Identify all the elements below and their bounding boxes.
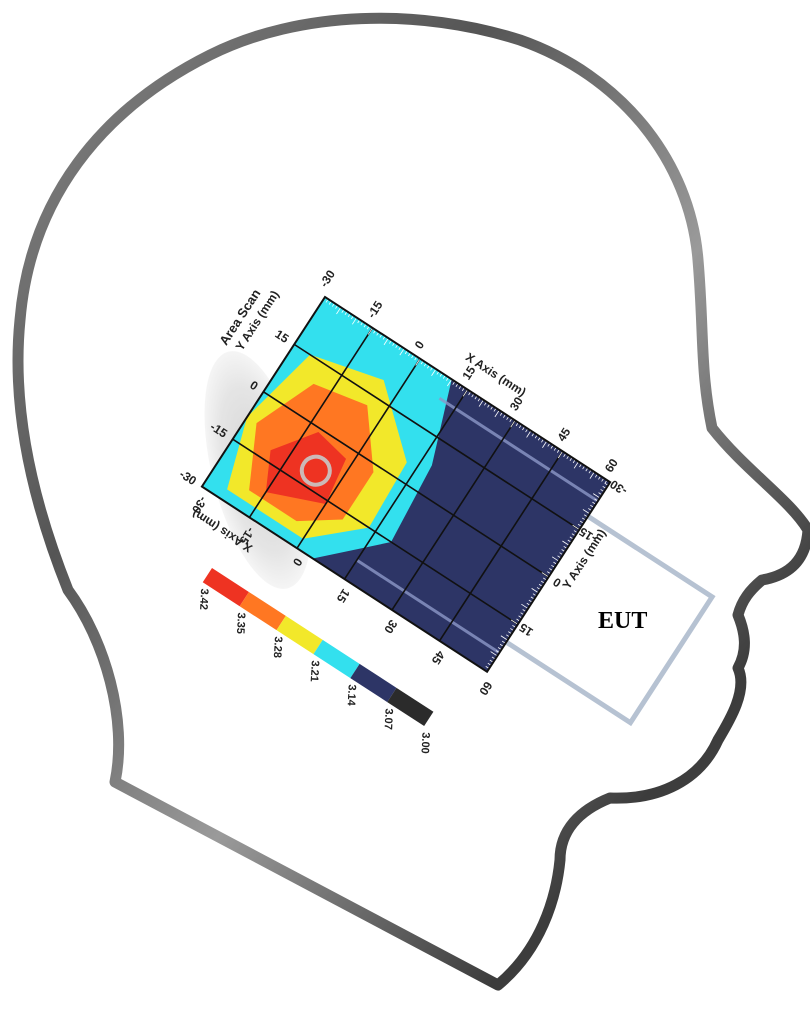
colorbar-value-label: 3.28	[271, 636, 284, 658]
colorbar-segment	[313, 639, 360, 679]
tick-minor-right	[531, 588, 539, 594]
tick-minor-top	[478, 399, 484, 407]
grid-layer	[232, 327, 580, 642]
colorbar-segment	[387, 687, 434, 727]
tick-minor-top	[415, 358, 421, 366]
tick-minor-right	[582, 509, 590, 515]
colorbar-value-label: 3.00	[418, 732, 431, 754]
contour-layer	[201, 297, 599, 655]
tick-minor-top	[399, 348, 405, 356]
tick-minor-top	[447, 379, 453, 387]
colorbar-value-label: 3.42	[197, 588, 210, 610]
colorbar-value-label: 3.07	[382, 708, 395, 730]
peak-marker	[299, 454, 332, 487]
tick-minor-top	[351, 317, 358, 325]
tick-minor-top	[367, 327, 373, 335]
tick-minor-right	[521, 603, 529, 609]
tick-minor-right	[500, 635, 508, 641]
colorbar: 3.42 3.35 3.28 3.21 3.14 3.07 3.00	[197, 568, 434, 754]
tick-minor-right	[592, 493, 601, 499]
eut-label: EUT	[598, 608, 647, 634]
highlight-streak	[355, 558, 501, 655]
colorbar-segment	[350, 663, 397, 703]
tick-minor-right	[510, 619, 519, 625]
tick-minor-top	[589, 471, 595, 479]
tick-minor-right	[490, 651, 498, 657]
tick-minor-right	[541, 572, 549, 578]
tick-minor-top	[336, 307, 342, 315]
colorbar-segment	[239, 591, 286, 631]
grid-line-horizontal	[293, 343, 580, 531]
tick-minor-right	[551, 556, 560, 562]
colorbar-value-label: 3.14	[345, 684, 358, 707]
tick-minor-top	[462, 389, 468, 397]
colorbar-segment	[202, 568, 249, 607]
tick-minor-top	[431, 368, 437, 376]
colorbar-segment	[276, 615, 323, 655]
tick-minor-right	[572, 524, 580, 530]
tick-minor-top	[510, 420, 516, 428]
tick-minor-top	[573, 461, 579, 469]
tick-minor-top	[557, 451, 563, 459]
colorbar-value-label: 3.35	[234, 612, 247, 634]
grid-line-horizontal	[232, 438, 519, 626]
tick-minor-right	[562, 540, 570, 546]
colorbar-value-label: 3.21	[308, 660, 321, 682]
plot-frame	[200, 295, 612, 674]
tick-minor-top	[526, 430, 532, 438]
tick-minor-top	[383, 337, 389, 346]
contour-level-3-35	[265, 431, 347, 505]
highlight-streak	[438, 396, 599, 503]
tick-minor-top	[542, 440, 548, 448]
tick-minor-top	[494, 409, 500, 418]
grid-line-horizontal	[263, 391, 550, 578]
